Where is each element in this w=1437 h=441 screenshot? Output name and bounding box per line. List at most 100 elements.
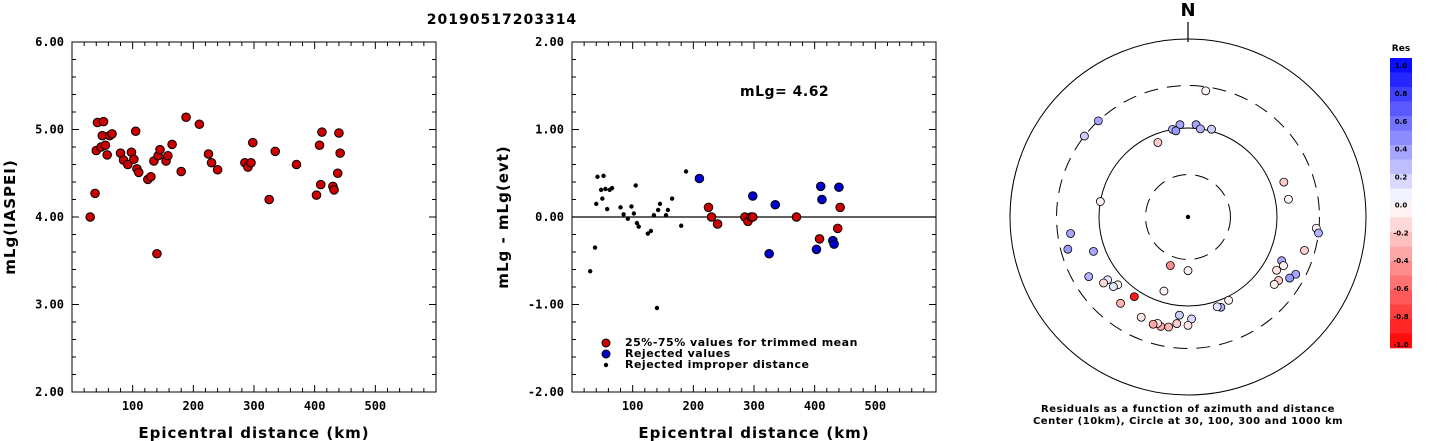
- rejected-distance-point: [594, 201, 599, 207]
- x-tick-label: 200: [682, 399, 704, 413]
- rejected-distance-point: [604, 206, 610, 212]
- rejected-distance-point: [601, 173, 606, 179]
- colorbar-swatch: [1390, 145, 1412, 160]
- rejected-distance-point: [634, 220, 640, 226]
- x-axis-label: Epicentral distance (km): [638, 424, 869, 441]
- colorbar-swatch: [1390, 261, 1412, 276]
- colorbar: Res 1.0 0.8 0.6 0.4 0.2 0.0 -0.2 -0.4 -0.6 -0.8 -1…: [1390, 44, 1412, 349]
- plot-frame: [71, 41, 437, 393]
- station-point: [1148, 319, 1158, 329]
- rejected-distance-point: [618, 205, 623, 210]
- data-point: [311, 190, 322, 200]
- station-point: [1300, 246, 1309, 255]
- station-point: [1136, 312, 1146, 322]
- data-point: [834, 182, 844, 193]
- rejected-distance-point: [609, 185, 615, 191]
- rejected-distance-point: [669, 196, 675, 201]
- colorbar-tick-label: -0.6: [1393, 285, 1408, 293]
- y-tick-label: -2.00: [528, 385, 564, 399]
- station-point: [1269, 280, 1279, 289]
- colorbar-tick-label: 0.0: [1395, 201, 1408, 209]
- station-point: [1066, 229, 1075, 238]
- rejected-distance-point: [683, 169, 689, 174]
- data-point: [314, 140, 325, 151]
- data-point: [703, 202, 714, 213]
- data-point: [329, 185, 339, 195]
- data-point: [770, 199, 781, 210]
- axis-ticks: [72, 42, 436, 392]
- data-point: [706, 212, 717, 222]
- colorbar-tick-label: -0.4: [1393, 257, 1408, 265]
- station-point: [1279, 177, 1289, 187]
- north-label: N: [1180, 0, 1195, 21]
- data-point: [835, 202, 845, 213]
- station-point: [1171, 126, 1181, 136]
- colorbar-swatch: [1390, 217, 1412, 233]
- panel-magnitude-vs-distance: 100 200 300 400 500 2.00 3.00 4.00 5.00 6.00 Epi…: [1, 35, 437, 441]
- station-point: [1201, 86, 1211, 96]
- data-point: [764, 248, 774, 259]
- colorbar-tick-label: 1.0: [1395, 62, 1408, 70]
- station-points: [1063, 86, 1323, 332]
- colorbar-tick-label: -1.0: [1393, 341, 1408, 349]
- data-point: [155, 144, 165, 155]
- data-point: [747, 212, 758, 222]
- legend-label: Rejected improper distance: [625, 358, 809, 371]
- colorbar-swatch: [1390, 290, 1412, 305]
- station-point: [1175, 310, 1184, 320]
- station-point: [1172, 319, 1182, 328]
- rejected-distance-point: [629, 204, 634, 209]
- legend-label: 25%-75% values for trimmed mean: [625, 336, 858, 349]
- station-point: [1314, 228, 1323, 238]
- data-point: [146, 171, 156, 182]
- station-point: [1093, 116, 1103, 126]
- rejected-distance-point: [645, 231, 651, 236]
- station-point: [1129, 292, 1139, 302]
- station-point: [1095, 197, 1105, 206]
- station-point: [1272, 265, 1281, 275]
- colorbar-tick-label: 0.6: [1395, 118, 1408, 126]
- colorbar-swatch: [1390, 159, 1412, 175]
- rejected-distance-point: [651, 213, 657, 218]
- colorbar-tick-label: -0.8: [1393, 313, 1408, 321]
- rejected-distance-point: [633, 183, 638, 188]
- rejected-distance-point: [636, 224, 641, 229]
- rejected-distance-point: [657, 201, 663, 207]
- rejected-distance-point: [592, 245, 598, 250]
- distance-ring: [1056, 85, 1320, 349]
- rejected-distance-point: [648, 228, 654, 234]
- y-axis-label: mLg(IASPEI): [1, 159, 19, 274]
- distance-rings: [1009, 38, 1367, 396]
- caption-line-2: Center (10km), Circle at 30, 100, 300 an…: [1033, 416, 1343, 427]
- data-points: [588, 169, 845, 311]
- rejected-distance-point: [655, 207, 661, 213]
- data-point: [264, 194, 274, 205]
- colorbar-swatch: [1390, 304, 1412, 320]
- data-point: [123, 159, 133, 170]
- data-points: [85, 112, 345, 259]
- y-tick-label: 5.00: [35, 123, 64, 137]
- station-point: [1099, 278, 1108, 288]
- colorbar-swatch: [1390, 232, 1412, 247]
- y-axis-label: mLg - mLg(evt): [494, 145, 512, 288]
- station-point: [1195, 124, 1205, 134]
- chart-title: 20190517203314: [427, 12, 577, 28]
- rejected-distance-point: [588, 269, 593, 274]
- x-tick-label: 500: [864, 399, 886, 413]
- data-point: [163, 150, 173, 161]
- distance-ring: [1098, 127, 1278, 307]
- legend: 25%-75% values for trimmed mean Rejected …: [601, 336, 858, 371]
- data-point: [335, 148, 345, 158]
- mean-magnitude-annotation: mLg= 4.62: [740, 84, 829, 100]
- panel-residual-vs-distance: 100 200 300 400 500 -2.00 -1.00 0.00 1.00 2.00 m…: [494, 35, 937, 441]
- data-point: [817, 194, 827, 205]
- y-tick-label: 0.00: [535, 210, 564, 224]
- data-point: [130, 126, 141, 137]
- data-point: [811, 244, 822, 255]
- distance-ring: [1145, 174, 1231, 260]
- x-tick-label: 100: [122, 399, 144, 413]
- colorbar-swatch: [1390, 130, 1412, 146]
- data-point: [98, 116, 109, 127]
- y-tick-label: 6.00: [35, 35, 64, 49]
